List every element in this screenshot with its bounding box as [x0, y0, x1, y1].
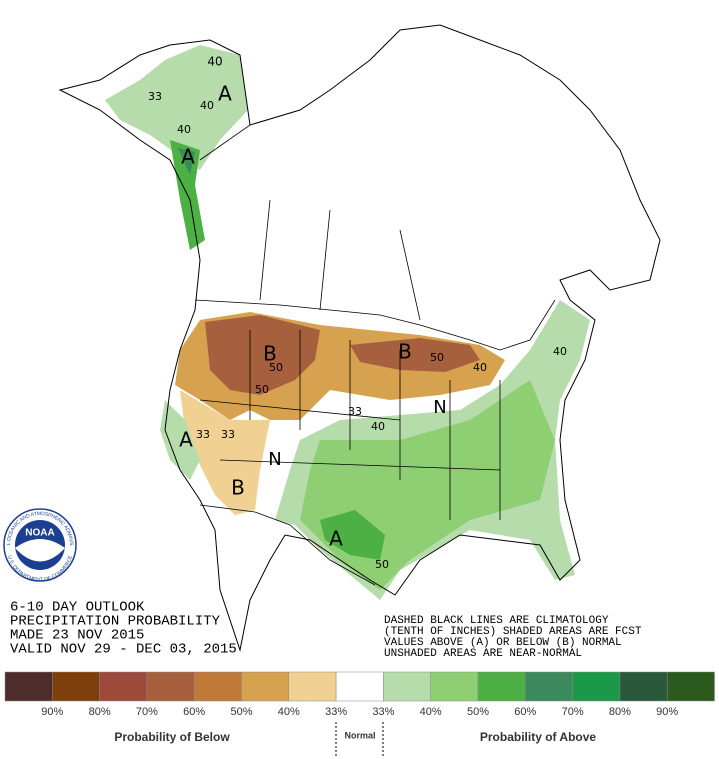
legend-above: Probability of Above: [480, 730, 597, 744]
legend-swatch: [99, 671, 148, 702]
legend: Probability of Below Normal Probability …: [4, 671, 715, 757]
map-label: 40: [207, 55, 222, 69]
note-line: (TENTH OF INCHES) SHADED AREAS ARE FCST: [384, 626, 642, 638]
header-line: 6-10 DAY OUTLOOK: [10, 600, 145, 616]
legend-swatch: [146, 671, 195, 702]
legend-label: 60%: [514, 706, 536, 718]
legend-swatch: [241, 671, 290, 702]
legend-label: 80%: [89, 706, 111, 718]
legend-label: 50%: [467, 706, 489, 718]
map-label: 33: [221, 428, 235, 441]
header-line: MADE 23 NOV 2015: [10, 628, 144, 644]
legend-swatch: [666, 671, 715, 702]
coastlines: [58, 24, 661, 652]
map-label: 40: [553, 345, 567, 358]
logo-ring-top: NATIONAL OCEANIC AND ATMOSPHERIC ADMINIS…: [0, 0, 74, 546]
legend-below: Probability of Below: [114, 730, 230, 744]
legend-label: 33%: [372, 706, 394, 718]
legend-swatch: [572, 671, 621, 702]
map-label: 33: [148, 90, 162, 103]
legend-label: 80%: [609, 706, 631, 718]
legend-label: 70%: [562, 706, 584, 718]
logo-ring-top-path: NATIONAL OCEANIC AND ATMOSPHERIC ADMINIS…: [0, 0, 74, 546]
map-label: 50: [269, 361, 283, 374]
legend-swatch: [477, 671, 526, 702]
legend-swatch: [430, 671, 479, 702]
legend-normal: Normal: [344, 730, 375, 740]
map-label: 40: [177, 123, 191, 136]
legend-label: 60%: [183, 706, 205, 718]
note-line: UNSHADED AREAS ARE NEAR-NORMAL: [384, 648, 582, 660]
map-label: 33: [196, 428, 210, 441]
legend-swatch: [383, 671, 431, 702]
notes: DASHED BLACK LINES ARE CLIMATOLOGY(TENTH…: [384, 615, 642, 660]
map-label: A: [329, 527, 343, 551]
shaded-areas: [105, 45, 590, 600]
map-label: 33: [348, 405, 362, 418]
legend-swatch: [288, 671, 337, 702]
map-label: 40: [200, 99, 214, 112]
legend-swatch: [193, 671, 242, 702]
legend-swatch: [335, 671, 384, 702]
legend-label: 33%: [325, 706, 347, 718]
logo-name: NOAA: [25, 528, 54, 539]
legend-label: 90%: [656, 706, 678, 718]
legend-swatch: [4, 671, 53, 702]
map-label: A: [179, 428, 193, 452]
legend-label: 40%: [278, 706, 300, 718]
legend-label: 50%: [230, 706, 252, 718]
header-line: VALID NOV 29 - DEC 03, 2015: [10, 642, 237, 658]
legend-label: 90%: [41, 706, 63, 718]
legend-swatch: [52, 671, 100, 702]
map-label: 50: [430, 351, 444, 364]
map-label: A: [218, 82, 232, 106]
map-label: 40: [371, 420, 385, 433]
map-label: 50: [375, 558, 389, 571]
map-label: B: [231, 476, 245, 500]
note-line: VALUES ABOVE (A) OR BELOW (B) NORMAL: [384, 637, 622, 649]
map-label: A: [181, 145, 195, 169]
map-label: B: [263, 342, 277, 366]
map-label: N: [433, 397, 446, 418]
legend-label: 70%: [136, 706, 158, 718]
legend-label: 40%: [420, 706, 442, 718]
header-line: PRECIPITATION PROBABILITY: [10, 614, 221, 630]
map-label: 50: [255, 383, 269, 396]
note-line: DASHED BLACK LINES ARE CLIMATOLOGY: [384, 615, 609, 627]
noaa-logo: NATIONAL OCEANIC AND ATMOSPHERIC ADMINIS…: [0, 0, 77, 583]
map-label: B: [398, 340, 412, 364]
legend-swatch: [619, 671, 668, 702]
legend-swatch: [525, 671, 573, 702]
map-label: 40: [473, 361, 487, 374]
map-label: N: [268, 449, 281, 470]
